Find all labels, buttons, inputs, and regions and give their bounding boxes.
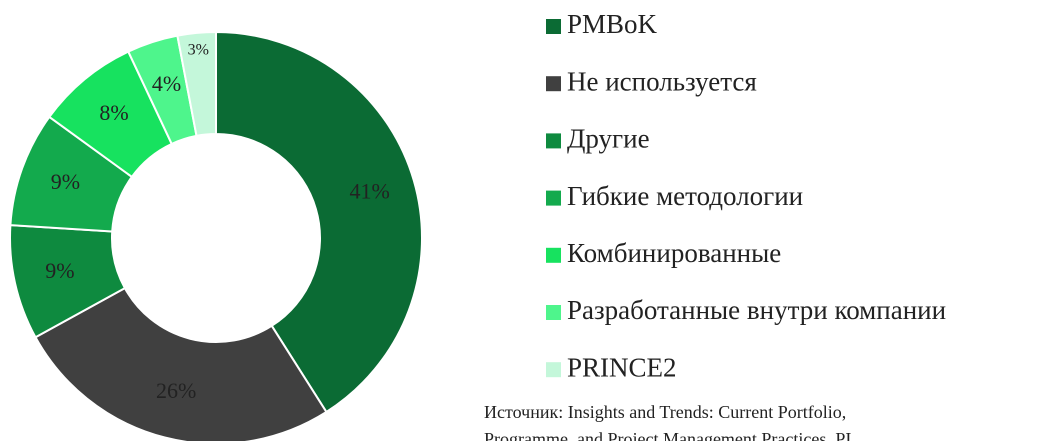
value-label: 9% <box>45 258 74 283</box>
legend-label: PMBoK <box>567 9 658 39</box>
legend-swatch <box>546 247 561 263</box>
legend-label: Не используется <box>567 66 757 96</box>
legend-swatch <box>546 19 561 34</box>
value-label: 26% <box>156 378 196 403</box>
value-label: 41% <box>349 178 389 203</box>
legend-label: PRINCE2 <box>567 352 677 382</box>
legend-label: Другие <box>567 124 650 154</box>
source-note: Programme, and Project Management Practi… <box>484 429 851 441</box>
legend-swatch <box>546 133 561 149</box>
donut-slice <box>176 30 217 138</box>
value-label: 3% <box>188 42 209 59</box>
legend-label: Разработанные внутри компании <box>567 295 946 325</box>
legend-label: Гибкие методологии <box>567 181 803 211</box>
donut-slice <box>215 30 423 414</box>
legend-swatch <box>546 305 561 320</box>
legend-swatch <box>546 190 561 206</box>
legend-label: Комбинированные <box>567 238 781 268</box>
donut-slice <box>34 286 328 441</box>
legend-swatch <box>546 76 561 92</box>
legend-swatch <box>546 362 561 378</box>
value-label: 8% <box>99 100 128 125</box>
value-label: 9% <box>51 169 80 194</box>
source-note: Источник: Insights and Trends: Current P… <box>484 402 846 422</box>
value-label: 4% <box>152 71 181 96</box>
